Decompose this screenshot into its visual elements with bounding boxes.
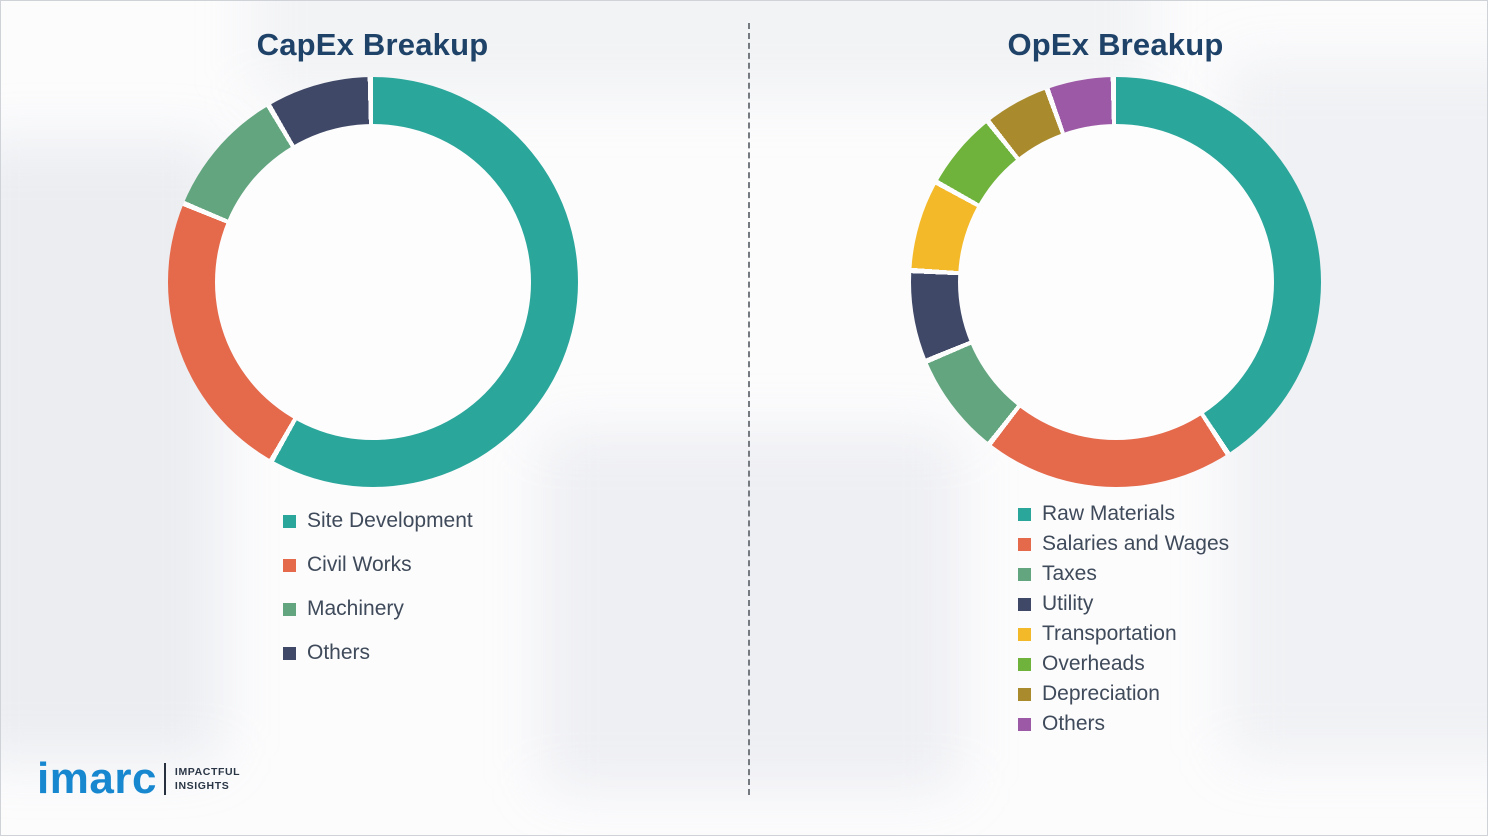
legend-label: Salaries and Wages bbox=[1042, 532, 1230, 555]
legend-label: Transportation bbox=[1042, 622, 1177, 645]
capex-panel: CapEx Breakup Site Development Civil Work… bbox=[1, 1, 744, 835]
legend-label: Civil Works bbox=[307, 553, 412, 576]
legend-item: Depreciation bbox=[1018, 679, 1487, 709]
legend-item: Raw Materials bbox=[1018, 499, 1487, 529]
legend-item: Salaries and Wages bbox=[1018, 529, 1487, 559]
capex-legend: Site Development Civil Works Machinery Othe… bbox=[283, 499, 744, 675]
legend-item: Overheads bbox=[1018, 649, 1487, 679]
opex-donut-chart bbox=[910, 77, 1321, 487]
logo-brand-text: imarc bbox=[37, 754, 157, 803]
legend-marker bbox=[1018, 537, 1031, 551]
legend-label: Machinery bbox=[307, 597, 404, 620]
legend-label: Overheads bbox=[1042, 652, 1145, 675]
opex-chart-title: OpEx Breakup bbox=[1007, 27, 1224, 62]
legend-label: Taxes bbox=[1042, 562, 1097, 585]
legend-label: Others bbox=[307, 641, 371, 664]
legend-marker bbox=[1018, 627, 1031, 641]
legend-marker bbox=[1018, 657, 1031, 671]
logo-tagline-line2: INSIGHTS bbox=[174, 780, 230, 792]
opex-panel: OpEx Breakup Raw Materials Salaries and W… bbox=[744, 1, 1487, 835]
panel-divider bbox=[748, 23, 750, 795]
legend-marker bbox=[1018, 597, 1031, 611]
legend-marker bbox=[1018, 717, 1031, 731]
logo-tagline-line1: IMPACTFUL bbox=[174, 765, 241, 778]
legend-item: Site Development bbox=[283, 499, 744, 543]
legend-item: Civil Works bbox=[283, 543, 744, 587]
legend-item: Transportation bbox=[1018, 619, 1487, 649]
legend-item: Machinery bbox=[283, 587, 744, 631]
legend-item: Others bbox=[283, 631, 744, 675]
legend-label: Site Development bbox=[307, 509, 473, 532]
legend-label: Raw Materials bbox=[1042, 502, 1176, 525]
legend-marker bbox=[283, 514, 296, 528]
legend-item: Others bbox=[1018, 709, 1487, 739]
opex-legend: Raw Materials Salaries and Wages Taxes Util… bbox=[1018, 499, 1487, 739]
imarc-logo: imarc IMPACTFUL INSIGHTS bbox=[37, 757, 240, 801]
legend-item: Utility bbox=[1018, 589, 1487, 619]
legend-marker bbox=[1018, 687, 1031, 701]
legend-item: Taxes bbox=[1018, 559, 1487, 589]
legend-marker bbox=[283, 558, 296, 572]
legend-marker bbox=[283, 602, 296, 616]
capex-chart-title: CapEx Breakup bbox=[256, 27, 489, 62]
legend-label: Depreciation bbox=[1042, 682, 1160, 705]
logo-separator bbox=[163, 763, 166, 795]
capex-donut-chart bbox=[167, 77, 578, 487]
legend-marker bbox=[1018, 507, 1031, 521]
logo-tagline: IMPACTFUL INSIGHTS bbox=[175, 765, 240, 793]
legend-marker bbox=[283, 646, 296, 660]
legend-label: Utility bbox=[1042, 592, 1094, 615]
legend-marker bbox=[1018, 567, 1031, 581]
legend-label: Others bbox=[1042, 712, 1106, 735]
